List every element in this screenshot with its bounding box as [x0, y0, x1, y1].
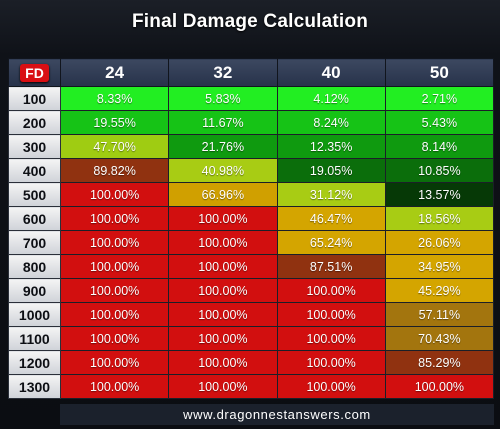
table-cell: 40.98% [168, 158, 278, 183]
row-header-fd: 800 [8, 254, 61, 279]
table-cell: 100.00% [276, 374, 386, 399]
table-cell: 2.71% [384, 86, 495, 111]
column-header: 24 [59, 58, 170, 87]
table-cell: 8.24% [276, 110, 386, 135]
table-cell: 100.00% [168, 230, 278, 255]
row-header-fd: 100 [8, 86, 61, 111]
table-row: 900 100.00% 100.00% 100.00% 45.29% [8, 278, 495, 303]
row-header-fd: 1300 [8, 374, 61, 399]
table-cell: 100.00% [59, 182, 170, 207]
column-header: 50 [384, 58, 495, 87]
table-row: 400 89.82% 40.98% 19.05% 10.85% [8, 158, 495, 183]
table-cell: 46.47% [276, 206, 386, 231]
row-header-fd: 600 [8, 206, 61, 231]
table-cell: 47.70% [59, 134, 170, 159]
table-cell: 19.05% [276, 158, 386, 183]
table-row: 200 19.55% 11.67% 8.24% 5.43% [8, 110, 495, 135]
table-row: 300 47.70% 21.76% 12.35% 8.14% [8, 134, 495, 159]
table-row: 500 100.00% 66.96% 31.12% 13.57% [8, 182, 495, 207]
table-cell: 100.00% [384, 374, 495, 399]
table-cell: 100.00% [168, 350, 278, 375]
table-row: 1100 100.00% 100.00% 100.00% 70.43% [8, 326, 495, 351]
row-header-fd: 700 [8, 230, 61, 255]
table-cell: 87.51% [276, 254, 386, 279]
table-cell: 65.24% [276, 230, 386, 255]
table-cell: 100.00% [168, 278, 278, 303]
table-row: 100 8.33% 5.83% 4.12% 2.71% [8, 86, 495, 111]
corner-header: FD [8, 58, 61, 87]
table-row: 1000 100.00% 100.00% 100.00% 57.11% [8, 302, 495, 327]
table-cell: 4.12% [276, 86, 386, 111]
table-row: 1300 100.00% 100.00% 100.00% 100.00% [8, 374, 495, 399]
table-cell: 5.43% [384, 110, 495, 135]
table-cell: 31.12% [276, 182, 386, 207]
damage-table: FD 24 32 40 50 100 8.33% 5.83% 4.12% 2.71% 20… [8, 58, 495, 399]
table-row: 700 100.00% 100.00% 65.24% 26.06% [8, 230, 495, 255]
column-header: 32 [168, 58, 278, 87]
table-cell: 100.00% [276, 326, 386, 351]
row-header-fd: 1100 [8, 326, 61, 351]
table-row: 1200 100.00% 100.00% 100.00% 85.29% [8, 350, 495, 375]
table-cell: 100.00% [59, 278, 170, 303]
page-title: Final Damage Calculation [131, 11, 369, 32]
table-cell: 100.00% [168, 326, 278, 351]
column-header: 40 [276, 58, 386, 87]
table-cell: 100.00% [168, 374, 278, 399]
row-header-fd: 1000 [8, 302, 61, 327]
header-row: FD 24 32 40 50 [8, 58, 495, 87]
table-cell: 5.83% [168, 86, 278, 111]
table-cell: 100.00% [59, 302, 170, 327]
table-cell: 21.76% [168, 134, 278, 159]
table-cell: 100.00% [59, 254, 170, 279]
row-header-fd: 500 [8, 182, 61, 207]
table-cell: 12.35% [276, 134, 386, 159]
table-cell: 89.82% [59, 158, 170, 183]
table-cell: 57.11% [384, 302, 495, 327]
table-cell: 100.00% [168, 302, 278, 327]
table-cell: 100.00% [168, 254, 278, 279]
table-cell: 10.85% [384, 158, 495, 183]
table-cell: 19.55% [59, 110, 170, 135]
table-row: 600 100.00% 100.00% 46.47% 18.56% [8, 206, 495, 231]
table-cell: 85.29% [384, 350, 495, 375]
row-header-fd: 400 [8, 158, 61, 183]
table-cell: 100.00% [59, 206, 170, 231]
table-cell: 8.33% [59, 86, 170, 111]
row-header-fd: 200 [8, 110, 61, 135]
table-cell: 18.56% [384, 206, 495, 231]
table-cell: 100.00% [59, 326, 170, 351]
table-cell: 100.00% [59, 350, 170, 375]
table-cell: 11.67% [168, 110, 278, 135]
table-cell: 100.00% [276, 278, 386, 303]
table-cell: 8.14% [384, 134, 495, 159]
table-cell: 34.95% [384, 254, 495, 279]
row-header-fd: 900 [8, 278, 61, 303]
table-cell: 45.29% [384, 278, 495, 303]
row-header-fd: 300 [8, 134, 61, 159]
table-cell: 100.00% [59, 374, 170, 399]
table-body: 100 8.33% 5.83% 4.12% 2.71% 200 19.55% 11.67% 8.… [8, 86, 495, 399]
table-cell: 66.96% [168, 182, 278, 207]
table-cell: 26.06% [384, 230, 495, 255]
table-cell: 13.57% [384, 182, 495, 207]
table-cell: 100.00% [59, 230, 170, 255]
table-row: 800 100.00% 100.00% 87.51% 34.95% [8, 254, 495, 279]
fd-badge: FD [20, 63, 49, 82]
table-cell: 100.00% [276, 302, 386, 327]
table-cell: 100.00% [276, 350, 386, 375]
table-cell: 70.43% [384, 326, 495, 351]
footer-url: www.dragonnestanswers.com [60, 404, 494, 425]
table-cell: 100.00% [168, 206, 278, 231]
row-header-fd: 1200 [8, 350, 61, 375]
